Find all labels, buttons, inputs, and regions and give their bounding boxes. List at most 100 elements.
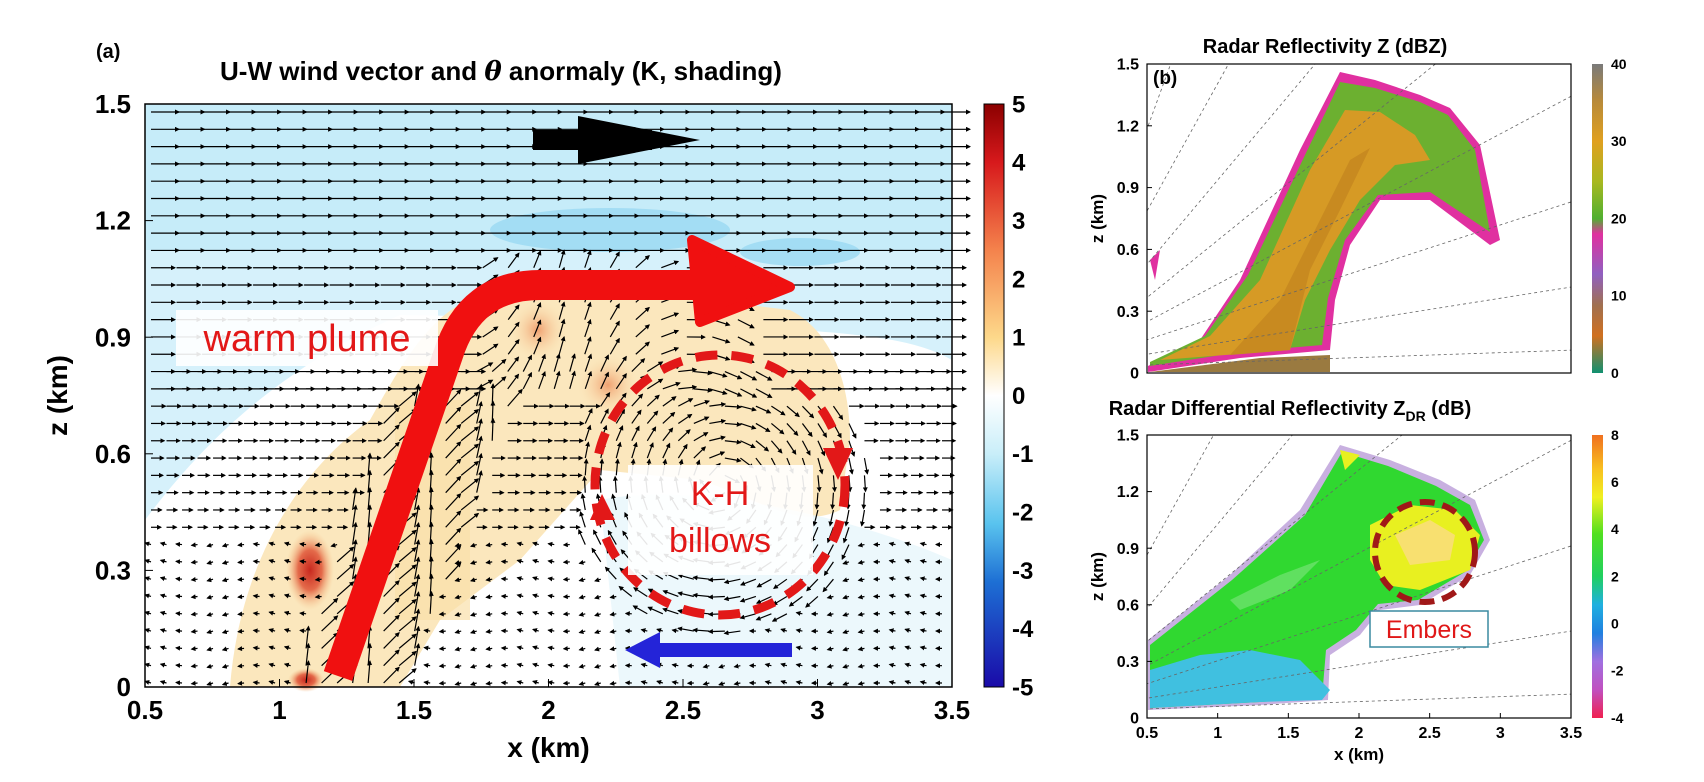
colorbar-tick-label: 0: [1611, 616, 1619, 632]
wind-vector: [454, 663, 462, 669]
panel-c-range-rings: [1147, 435, 1571, 710]
wind-vector: [848, 457, 854, 475]
wind-vector: [609, 663, 617, 669]
wind-vector: [772, 595, 788, 606]
wind-vector: [144, 593, 152, 599]
wind-vector: [454, 594, 462, 600]
wind-vector: [144, 680, 152, 685]
colorbar-tick-label: 10: [1611, 288, 1627, 304]
wind-vector: [268, 645, 276, 651]
wind-vector: [414, 556, 421, 580]
wind-vector: [252, 662, 260, 668]
wind-vector: [175, 645, 183, 651]
wind-vector: [159, 610, 167, 616]
wind-vector: [516, 593, 524, 599]
wind-vector: [740, 388, 758, 398]
wind-vector: [795, 680, 803, 686]
wind-vector: [656, 680, 663, 685]
wind-vector: [175, 611, 183, 617]
wind-vector: [321, 597, 339, 615]
wind-vector: [841, 544, 850, 561]
wind-vector: [398, 529, 417, 546]
wind-vector: [144, 645, 152, 651]
wind-vector: [532, 645, 539, 651]
wind-vector: [609, 611, 617, 617]
wind-vector: [857, 663, 865, 669]
wind-vector: [423, 628, 431, 634]
wind-vector: [724, 457, 742, 463]
panel-a-tag: (a): [96, 41, 120, 63]
wind-vector: [733, 663, 741, 669]
wind-vector: [832, 405, 844, 421]
wind-vector: [677, 591, 694, 598]
wind-vector: [857, 559, 865, 565]
wind-vector: [283, 593, 291, 599]
radar-ray: [1147, 630, 1571, 699]
wind-vector: [445, 423, 462, 442]
wind-vector: [476, 435, 483, 459]
wind-vector: [190, 646, 198, 652]
wind-vector: [507, 321, 520, 338]
wind-vector: [469, 629, 477, 635]
wind-vector: [671, 680, 679, 686]
wind-vector: [175, 663, 183, 668]
wind-vector: [919, 593, 927, 599]
wind-vector: [609, 337, 620, 355]
wind-vector: [584, 441, 591, 459]
wind-vector: [677, 626, 694, 632]
wind-vector: [739, 578, 757, 586]
wind-vector: [438, 663, 446, 669]
wind-vector: [314, 576, 322, 582]
wind-vector: [812, 509, 819, 527]
panel-c-axes: 0.5 1 1.5 2 2.5 3 3.5 0 0.3 0.6 0.9 1.2 1.5 x (km) z (…: [1088, 428, 1582, 764]
y-tick-label: 0.9: [1117, 180, 1139, 197]
wind-vector: [159, 541, 167, 547]
wind-vector: [522, 371, 532, 390]
wind-vector: [569, 370, 576, 390]
wind-vector: [206, 681, 214, 686]
wind-vector: [693, 432, 709, 442]
wind-vector: [764, 680, 772, 685]
wind-vector: [817, 440, 826, 457]
wind-vector: [859, 509, 866, 527]
y-tick-label: 0.6: [1117, 242, 1139, 259]
wind-vector: [469, 611, 477, 617]
wind-vector: [516, 576, 524, 582]
wind-vector: [268, 593, 276, 599]
wind-vector: [398, 650, 417, 667]
wind-vector: [516, 541, 524, 547]
colorbar-tick-label: 4: [1012, 150, 1026, 177]
embers-circle: [1372, 499, 1478, 605]
wind-vector: [795, 645, 803, 651]
wind-vector: [635, 255, 650, 269]
wind-vector: [609, 594, 617, 600]
wind-vector: [438, 594, 446, 600]
wind-vector: [206, 663, 214, 669]
wind-vector: [237, 559, 245, 565]
colorbar-tick-label: 3: [1012, 208, 1025, 235]
wind-vector: [507, 338, 520, 355]
wind-vector: [739, 613, 757, 620]
wind-vector: [677, 429, 691, 442]
wind-vector: [640, 680, 648, 685]
wind-vector: [693, 446, 707, 459]
wind-vector: [823, 561, 834, 576]
wind-vector: [578, 577, 586, 583]
wind-vector: [532, 593, 539, 599]
wind-vector: [662, 442, 671, 459]
wind-vector: [414, 539, 421, 562]
wind-vector: [547, 611, 555, 616]
wind-vector: [283, 645, 291, 651]
wind-vector: [206, 542, 214, 548]
wind-vector: [268, 576, 276, 582]
wind-vector: [330, 542, 338, 548]
wind-vector: [454, 646, 462, 652]
wind-vector: [857, 629, 865, 634]
wind-vector: [661, 312, 680, 321]
wind-vector: [507, 252, 520, 269]
wind-vector: [888, 576, 896, 582]
wind-vector: [646, 426, 657, 442]
wind-vector: [159, 558, 167, 564]
wind-vector: [578, 663, 586, 669]
wind-vector: [806, 578, 819, 592]
